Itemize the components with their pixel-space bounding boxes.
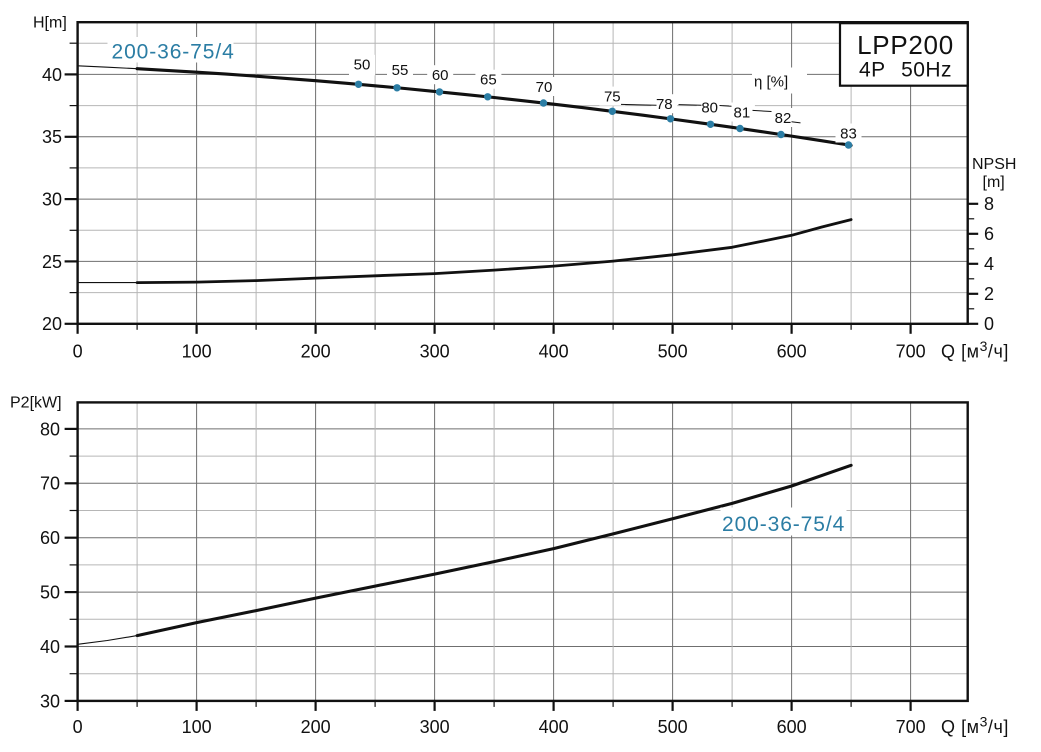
svg-text:200-36-75/4: 200-36-75/4	[722, 513, 845, 536]
svg-text:100: 100	[182, 342, 212, 362]
svg-text:83: 83	[840, 125, 857, 142]
svg-text:P2[kW]: P2[kW]	[10, 395, 62, 412]
svg-text:200: 200	[301, 342, 331, 362]
svg-text:Q [м3/ч]: Q [м3/ч]	[941, 338, 1009, 362]
svg-text:20: 20	[42, 314, 62, 334]
svg-text:0: 0	[73, 342, 83, 362]
svg-text:8: 8	[984, 194, 994, 214]
svg-text:200: 200	[301, 717, 331, 737]
svg-text:2: 2	[984, 284, 994, 304]
svg-text:75: 75	[604, 89, 621, 106]
svg-text:70: 70	[40, 474, 60, 494]
svg-text:4P 50Hz: 4P 50Hz	[859, 59, 952, 82]
svg-text:50: 50	[40, 583, 60, 603]
svg-text:78: 78	[656, 96, 673, 113]
svg-text:500: 500	[658, 717, 688, 737]
svg-text:0: 0	[73, 717, 83, 737]
svg-text:500: 500	[658, 342, 688, 362]
svg-text:400: 400	[539, 717, 569, 737]
svg-text:80: 80	[40, 419, 60, 439]
svg-text:300: 300	[420, 717, 450, 737]
svg-text:55: 55	[392, 62, 409, 79]
svg-text:80: 80	[701, 100, 718, 117]
svg-text:700: 700	[896, 717, 926, 737]
svg-text:50: 50	[354, 57, 371, 74]
svg-text:H[m]: H[m]	[33, 15, 67, 32]
svg-text:60: 60	[432, 67, 449, 84]
svg-text:30: 30	[40, 691, 60, 711]
svg-text:600: 600	[777, 717, 807, 737]
svg-text:LPP200: LPP200	[857, 30, 954, 60]
svg-text:65: 65	[480, 72, 497, 89]
svg-text:400: 400	[539, 342, 569, 362]
svg-text:81: 81	[734, 104, 751, 121]
svg-text:35: 35	[42, 127, 62, 147]
svg-text:40: 40	[40, 637, 60, 657]
svg-text:4: 4	[984, 254, 994, 274]
svg-text:100: 100	[182, 717, 212, 737]
svg-text:30: 30	[42, 190, 62, 210]
svg-text:600: 600	[777, 342, 807, 362]
svg-text:Q [м3/ч]: Q [м3/ч]	[941, 714, 1009, 738]
svg-text:[m]: [m]	[983, 174, 1005, 191]
svg-text:η [%]: η [%]	[754, 74, 788, 91]
svg-text:700: 700	[896, 342, 926, 362]
svg-text:40: 40	[42, 65, 62, 85]
svg-text:300: 300	[420, 342, 450, 362]
svg-text:200-36-75/4: 200-36-75/4	[112, 40, 235, 63]
svg-text:70: 70	[536, 79, 553, 96]
svg-text:6: 6	[984, 224, 994, 244]
svg-text:82: 82	[775, 110, 792, 127]
svg-text:60: 60	[40, 528, 60, 548]
svg-text:25: 25	[42, 252, 62, 272]
svg-text:0: 0	[984, 314, 994, 334]
svg-text:NPSH: NPSH	[972, 156, 1016, 173]
